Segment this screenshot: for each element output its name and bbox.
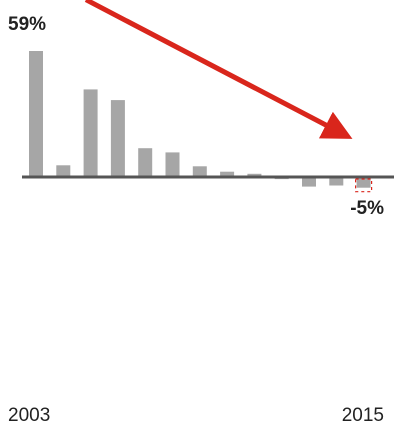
bar-2014 (329, 177, 344, 186)
bar-2009 (192, 166, 207, 177)
max-value-label: 59% (8, 14, 46, 35)
bar-2006 (110, 100, 125, 177)
bar-2004 (56, 165, 71, 177)
bar-2003 (29, 51, 43, 177)
x-tick-label-last: 2015 (342, 405, 384, 426)
bar-2010 (220, 171, 235, 177)
bar-2011 (247, 173, 262, 177)
bar-2013 (302, 177, 316, 187)
trend-arrow (84, 0, 353, 139)
bars (29, 51, 371, 188)
min-value-label: -5% (350, 198, 384, 219)
x-tick-label-first: 2003 (8, 405, 50, 426)
bar-2008 (165, 152, 180, 177)
bar-2015 (356, 177, 371, 188)
bar-2005 (83, 89, 98, 177)
last-bar-highlight-box (355, 178, 373, 193)
bar-2007 (138, 148, 153, 177)
